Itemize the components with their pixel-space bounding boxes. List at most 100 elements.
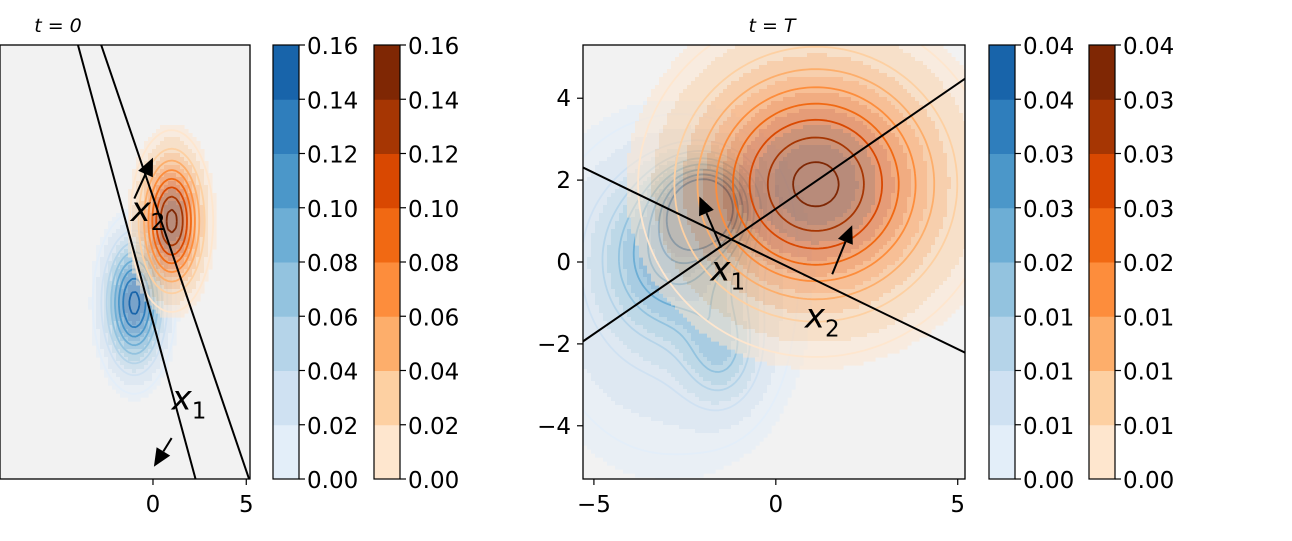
colorbar-tick-label: 0.03 [1123,197,1174,223]
colorbar-tick-label: 0.03 [1023,197,1074,223]
colorbar-tick-label: 0.06 [307,305,358,331]
colorbar-segment [374,370,400,426]
contour-panel-tT: t = T −5 0 5 −4 −2 0 2 4 x1 x2 [537,15,966,518]
colorbar-oranges-t0: 0.00 0.02 0.04 0.06 0.08 0.10 0.12 0.14 0.16 [373,34,459,494]
annotations: x2 x1 [130,190,207,424]
contour-level [748,118,883,250]
projection-line [583,77,965,343]
contour-layers [583,45,965,479]
colorbar-segment [989,153,1015,209]
colorbar-tick-label: 0.04 [1123,34,1174,60]
contour-level [147,169,196,273]
colorbar-segment [1089,207,1115,263]
colorbar-segment [273,262,299,317]
colorbar-segment [989,424,1015,480]
colorbar-segment [989,370,1015,426]
colorbar-tick-label: 0.02 [307,414,358,440]
colorbar-segment [1089,262,1115,317]
colorbar-tick-label: 0.01 [1023,414,1074,440]
y-tick-label: 2 [556,168,571,194]
overlay-lines [583,77,965,354]
x-tick-label: 5 [239,492,254,518]
arrow-head [153,447,171,467]
colorbar-tick-label: 0.08 [408,251,459,277]
panel-title: t = 0 [34,15,82,37]
colorbar-tick-label: 0.02 [408,414,459,440]
colorbar-segment [989,99,1015,154]
colorbar-tick-label: 0.10 [307,197,358,223]
projection-line [100,45,250,479]
colorbar-tick-label: 0.01 [1023,360,1074,386]
colorbar-tick-label: 0.12 [307,143,358,169]
colorbar-tick-label: 0.02 [1023,251,1074,277]
colorbar-segment [1089,153,1115,209]
plot-frame [0,44,251,480]
colorbar-oranges-tT: 0.00 0.01 0.01 0.01 0.02 0.03 0.03 0.03 0.04 [1088,34,1174,494]
contour-lines [129,129,215,313]
contour-level [165,208,178,234]
colorbar-tick-label: 0.16 [307,34,358,60]
colorbar-segment [1089,424,1115,480]
colorbar-segment [1089,370,1115,426]
colorbar-segment [1089,45,1115,100]
colorbar-segment [374,45,400,100]
contour-level [792,161,840,208]
contour-level [715,86,917,283]
y-tick-label: 4 [556,86,571,112]
panel-title: t = T [748,15,796,37]
annotations: x1 x2 [709,249,839,342]
axis-annotation: x1 [709,249,745,295]
colorbar-tick-label: 0.04 [1023,34,1074,60]
colorbar-blues-t0: 0.00 0.02 0.04 0.06 0.08 0.10 0.12 0.14 0.16 [272,34,358,494]
colorbar-segment [374,424,400,480]
colorbar-segment [273,99,299,154]
direction-arrow [705,212,723,249]
colorbar-tick-label: 0.00 [1123,468,1174,494]
colorbar-tick-label: 0.00 [1023,468,1074,494]
axis-annotation: x2 [804,297,840,343]
contour-level [766,136,865,232]
colorbar-tick-label: 0.04 [307,360,358,386]
colorbar-tick-label: 0.04 [408,360,459,386]
colorbar-segment [374,207,400,263]
colorbar-tick-label: 0.02 [1123,251,1174,277]
colorbar-tick-label: 0.10 [408,197,459,223]
x-tick-label: 5 [950,492,965,518]
x-tick-label: 0 [146,492,161,518]
overlay-lines [76,45,250,479]
contour-level [155,186,188,256]
colorbar-tick-label: 0.06 [408,305,459,331]
colorbar-segment [374,153,400,209]
colorbar-tick-label: 0.03 [1123,88,1174,114]
colorbar-tick-label: 0.01 [1123,360,1174,386]
arrow-head [138,157,153,178]
colorbar-segment [989,45,1015,100]
contour-level [673,45,959,323]
colorbar-tick-label: 0.03 [1023,143,1074,169]
direction-arrow [831,241,847,275]
direction-arrow [133,173,147,199]
colorbar-tick-label: 0.03 [1123,143,1174,169]
colorbar-tick-label: 0.00 [307,468,358,494]
contour-level [128,291,141,315]
axis-annotation: x1 [171,378,207,424]
contour-level [637,45,965,358]
x-tick-label: −5 [577,492,611,518]
colorbar-segment [273,424,299,480]
axis-ticks: −5 0 5 −4 −2 0 2 4 [537,86,965,518]
contour-level [143,159,201,283]
y-tick-label: 0 [556,250,571,276]
contour-level [696,68,936,301]
colorbar-tick-label: 0.04 [1023,88,1074,114]
colorbar-tick-label: 0.00 [408,468,459,494]
colorbar-tick-label: 0.12 [408,143,459,169]
colorbar-segment [989,207,1015,263]
colorbar-segment [1089,99,1115,154]
colorbar-segment [374,99,400,154]
colorbar-segment [989,262,1015,317]
colorbar-tick-label: 0.01 [1123,305,1174,331]
contour-lines [637,45,965,358]
